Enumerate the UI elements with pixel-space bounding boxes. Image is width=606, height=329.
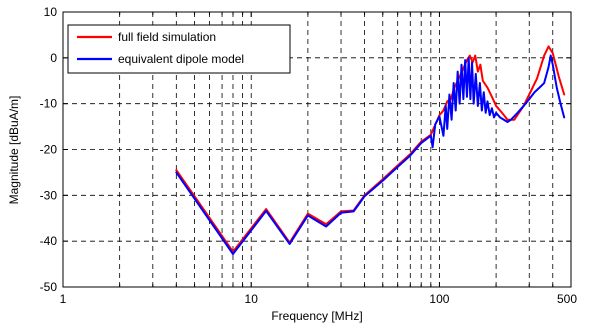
legend-box [67, 24, 291, 74]
axis-ticks [62, 11, 571, 288]
x-tick-label: 500 [557, 292, 577, 306]
x-axis-label: Frequency [MHz] [271, 309, 362, 323]
y-tick-label: -40 [40, 234, 58, 248]
x-tick-label: 100 [429, 292, 449, 306]
legend-label-dipole-model: equivalent dipole model [118, 52, 244, 66]
y-tick-label: -20 [40, 143, 58, 157]
x-tick-label: 10 [245, 292, 259, 306]
y-axis-label: Magnitude [dBuA/m] [7, 96, 21, 205]
legend-label-full-field: full field simulation [118, 30, 216, 44]
y-tick-label: -50 [40, 280, 58, 294]
y-tick-label: 10 [44, 5, 58, 19]
tick-labels: 1 10 100 500 -50 -40 -30 -20 -10 0 10 [40, 5, 578, 306]
y-tick-label: 0 [50, 51, 57, 65]
x-tick-label: 1 [60, 292, 67, 306]
series-layer [175, 45, 566, 255]
y-tick-label: -30 [40, 188, 58, 202]
legend: full field simulation equivalent dipole … [67, 24, 291, 74]
series-line-equivalent-dipole-model [175, 54, 566, 255]
y-tick-label: -10 [40, 97, 58, 111]
